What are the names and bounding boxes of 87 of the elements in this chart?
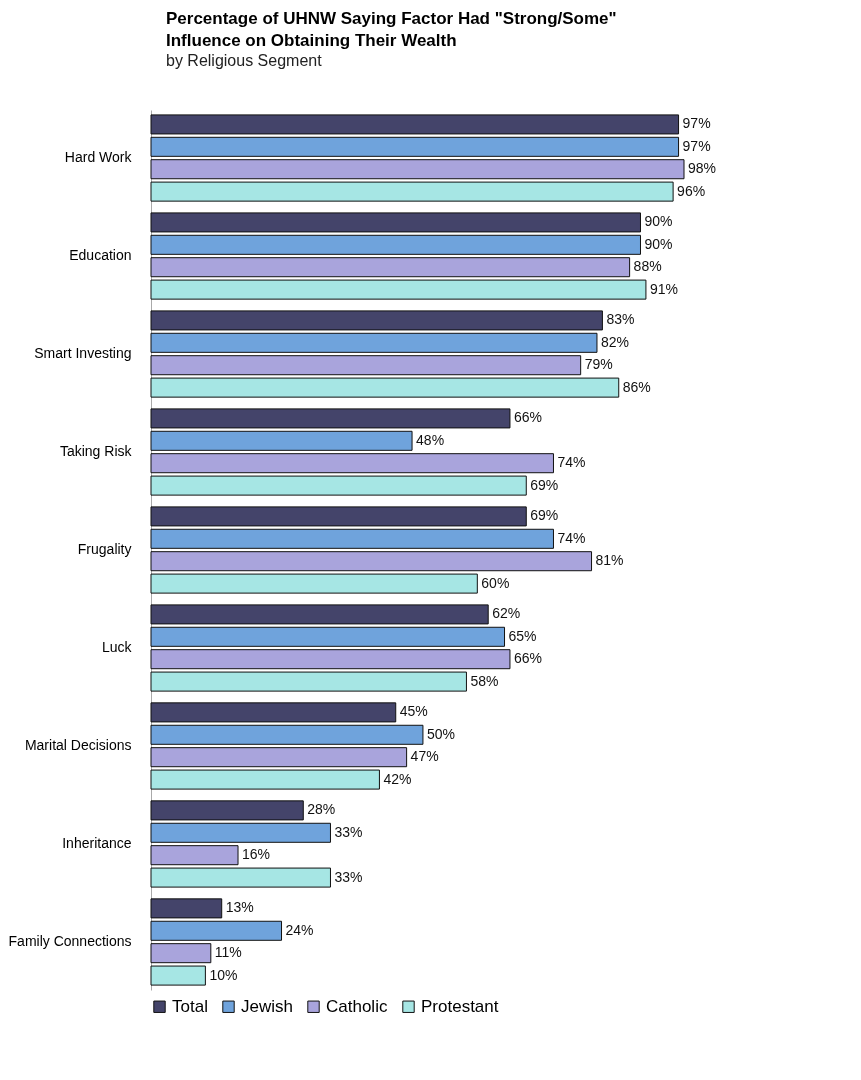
- data-label: 33%: [334, 823, 363, 840]
- bar: [150, 724, 424, 745]
- bar: [150, 551, 593, 572]
- bar: [150, 649, 511, 670]
- data-label: 11%: [214, 944, 242, 961]
- bar: [150, 626, 506, 647]
- bar: [150, 355, 582, 376]
- data-label: 90%: [644, 213, 673, 230]
- bar: [150, 800, 304, 821]
- bar: [150, 234, 641, 255]
- bar: [150, 136, 680, 157]
- data-label: 10%: [209, 966, 238, 983]
- y-tick-label: Luck: [101, 639, 133, 655]
- data-label: 50%: [426, 725, 455, 742]
- data-label: 69%: [530, 476, 559, 493]
- data-label: 74%: [557, 454, 586, 471]
- data-label: 62%: [492, 605, 521, 622]
- bar: [150, 867, 331, 888]
- y-tick-label: Smart Investing: [34, 345, 132, 362]
- legend-label: Total: [172, 996, 208, 1016]
- bar: [150, 965, 206, 986]
- data-label: 88%: [633, 258, 662, 275]
- data-label: 47%: [410, 748, 439, 765]
- data-label: 60%: [481, 574, 510, 591]
- data-label: 69%: [530, 507, 559, 524]
- bar: [150, 573, 478, 594]
- y-tick-label: Taking Risk: [59, 443, 133, 459]
- chart-title: Percentage of UHNW Saying Factor Had "Strong/Some" Influence on Obtaining Their Wealth: [166, 9, 617, 50]
- bar: [150, 671, 467, 692]
- bar: [150, 279, 647, 300]
- y-tick-label: Frugality: [77, 541, 132, 557]
- bar: [150, 943, 212, 964]
- data-label: 96%: [677, 182, 706, 199]
- data-label: 97%: [682, 137, 711, 154]
- bar: [150, 528, 554, 549]
- bar: [150, 257, 631, 278]
- bar: [150, 702, 397, 723]
- data-label: 90%: [644, 235, 673, 252]
- bar: [150, 377, 620, 398]
- data-label: 79%: [584, 356, 613, 373]
- data-label: 45%: [399, 703, 428, 720]
- bar: [150, 181, 674, 202]
- chart-subtitle: by Religious Segment: [166, 52, 323, 69]
- data-label: 48%: [416, 431, 445, 448]
- data-label: 66%: [513, 409, 542, 426]
- bar: [150, 114, 680, 135]
- bar: [150, 310, 603, 331]
- y-tick-label: Family Connections: [8, 932, 132, 949]
- data-label: 58%: [470, 672, 499, 689]
- y-tick-label: Hard Work: [64, 149, 133, 166]
- bar: [150, 898, 223, 919]
- bar: [150, 506, 527, 527]
- legend-label: Protestant: [421, 996, 499, 1016]
- bar: [150, 920, 283, 941]
- legend-label: Jewish: [241, 996, 293, 1016]
- bar: [150, 822, 331, 843]
- bar: [150, 430, 413, 451]
- data-label: 13%: [225, 899, 254, 916]
- y-tick-label: Inheritance: [62, 834, 132, 851]
- data-label: 86%: [622, 378, 651, 395]
- data-label: 74%: [557, 529, 586, 546]
- bar: [150, 408, 511, 429]
- legend-label: Catholic: [326, 996, 388, 1016]
- data-label: 81%: [595, 552, 624, 569]
- data-label: 16%: [242, 846, 271, 863]
- data-label: 91%: [649, 280, 678, 297]
- bar: [150, 604, 489, 625]
- bar: [150, 212, 641, 233]
- data-label: 42%: [383, 770, 412, 787]
- bar: [150, 453, 554, 474]
- bar: [150, 475, 527, 496]
- y-tick-label: Education: [69, 247, 132, 264]
- data-label: 28%: [307, 801, 336, 818]
- data-label: 65%: [508, 627, 537, 644]
- bar: [150, 332, 598, 353]
- bar: [150, 159, 685, 180]
- y-tick-label: Marital Decisions: [24, 736, 132, 753]
- bar: [150, 747, 408, 768]
- data-label: 83%: [606, 311, 635, 328]
- data-label: 24%: [285, 921, 314, 938]
- bar: [150, 769, 380, 790]
- data-label: 82%: [600, 333, 630, 350]
- data-label: 33%: [334, 868, 363, 885]
- data-label: 66%: [513, 650, 542, 667]
- data-label: 97%: [682, 115, 711, 132]
- bar: [150, 845, 239, 866]
- data-label: 98%: [688, 160, 717, 177]
